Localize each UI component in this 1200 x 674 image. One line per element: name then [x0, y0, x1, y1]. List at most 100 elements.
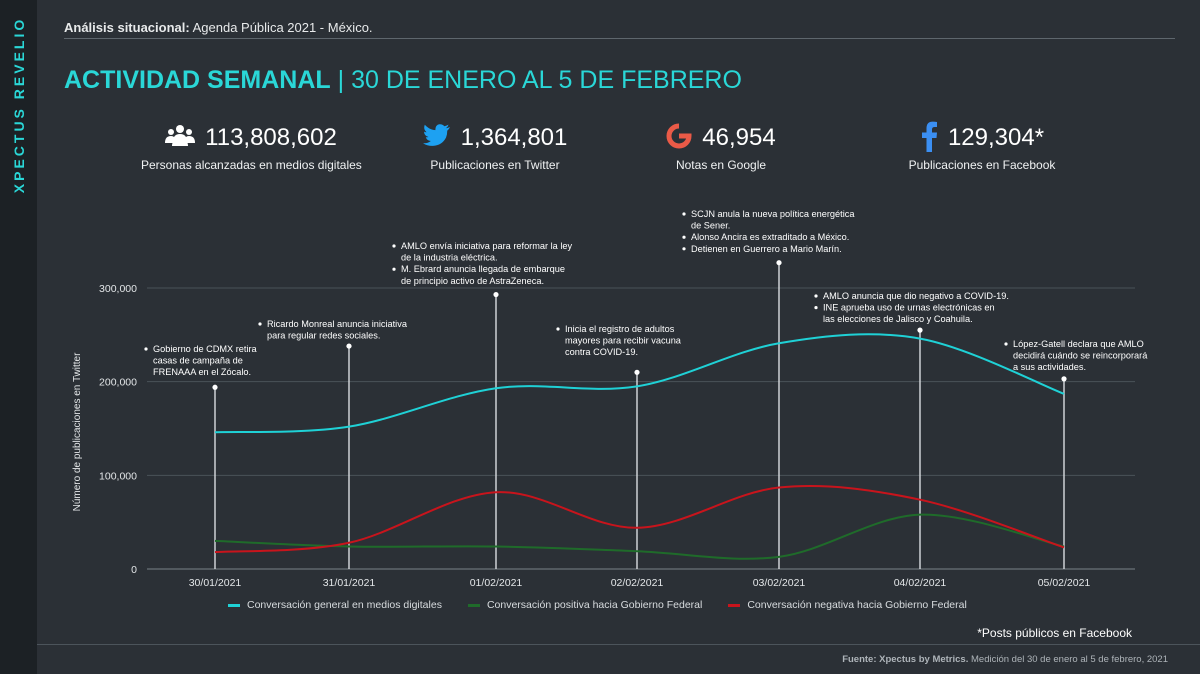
x-tick-label: 30/01/2021: [189, 577, 242, 589]
annotation-bullet: [682, 247, 686, 251]
annotation-line: López-Gatell declara que AMLO: [1013, 339, 1144, 349]
annotation-4: Inicia el registro de adultos mayores par…: [556, 324, 682, 357]
source-bold: Fuente: Xpectus by Metrics.: [842, 654, 969, 665]
annotation-line: AMLO anuncia que dio negativo a COVID-19…: [823, 291, 1009, 301]
legend-item-negative: Conversación negativa hacia Gobierno Fed…: [728, 599, 967, 611]
event-marker: [212, 384, 218, 390]
annotation-bullet: [682, 212, 686, 216]
stat-google-label: Notas en Google: [675, 158, 767, 172]
series-line-general: [214, 333, 1065, 434]
annotation-bullet: [258, 322, 262, 326]
annotation-line: Gobierno de CDMX retira: [153, 344, 258, 354]
series-line-positive: [214, 513, 1065, 560]
stat-facebook: 129,304* Publicaciones en Facebook: [902, 121, 1062, 172]
annotation-line: de la industria eléctrica.: [401, 253, 498, 263]
header-bold: Análisis situacional:: [64, 20, 190, 35]
annotation-line: SCJN anula la nueva política energética: [691, 209, 855, 219]
footer-divider: [37, 644, 1200, 645]
annotation-line: contra COVID-19.: [565, 347, 638, 357]
event-marker: [346, 343, 352, 349]
event-marker: [634, 369, 640, 375]
legend-swatch-positive: [467, 603, 480, 607]
source-rest: Medición del 30 de enero al 5 de febrero…: [968, 654, 1168, 665]
stat-google-value: 46,954: [702, 124, 776, 151]
annotation-line: a sus actividades.: [1013, 362, 1086, 372]
annotation-3: AMLO envía iniciativa para reformar la l…: [392, 241, 572, 286]
facebook-icon: [920, 120, 938, 157]
annotation-line: de Sener.: [691, 221, 730, 231]
annotation-line: Detienen en Guerrero a Mario Marín.: [691, 244, 842, 254]
title-separator: |: [330, 66, 352, 94]
annotation-line: Inicia el registro de adultos: [565, 324, 675, 334]
annotation-bullet: [814, 294, 818, 298]
stat-facebook-value: 129,304*: [947, 124, 1045, 151]
annotation-line: decidirá cuándo se reincorporará: [1013, 351, 1148, 361]
legend-label-negative: Conversación negativa hacia Gobierno Fed…: [747, 599, 967, 611]
x-tick-label: 05/02/2021: [1038, 577, 1091, 589]
y-axis-label: Número de publicaciones en Twitter: [72, 352, 83, 511]
annotation-line: casas de campaña de: [153, 356, 243, 366]
stat-reach: 113,808,602 Personas alcanzadas en medio…: [141, 121, 362, 172]
annotation-line: mayores para recibir vacuna: [565, 336, 682, 346]
y-tick-label: 0: [131, 564, 137, 576]
stat-google: 46,954 Notas en Google: [656, 121, 786, 172]
annotation-bullet: [556, 327, 560, 331]
annotation-line: de principio activo de AstraZeneca.: [401, 276, 544, 286]
header-rest: Agenda Pública 2021 - México.: [189, 20, 373, 35]
x-tick-label: 31/01/2021: [323, 577, 376, 589]
annotation-bullet: [682, 235, 686, 239]
annotation-bullet: [144, 347, 148, 351]
people-icon: [165, 124, 196, 153]
legend-label-general: Conversación general en medios digitales: [247, 599, 442, 611]
legend-swatch-negative: [728, 603, 741, 607]
annotation-line: Ricardo Monreal anuncia iniciativa: [267, 319, 408, 329]
annotation-line: AMLO envía iniciativa para reformar la l…: [401, 241, 572, 251]
annotation-line: para regular redes sociales.: [267, 331, 380, 341]
stat-twitter: 1,364,801 Publicaciones en Twitter: [410, 121, 580, 172]
annotation-line: las elecciones de Jalisco y Coahuila.: [823, 314, 973, 324]
twitter-icon: [422, 123, 451, 153]
stat-twitter-label: Publicaciones en Twitter: [430, 158, 560, 172]
x-tick-label: 01/02/2021: [470, 577, 523, 589]
chart-series: [214, 333, 1065, 560]
source-note: Fuente: Xpectus by Metrics. Medición del…: [842, 654, 1168, 665]
event-marker: [917, 327, 923, 333]
annotation-5: SCJN anula la nueva política energética d…: [682, 209, 855, 254]
event-marker: [493, 291, 499, 298]
stat-reach-label: Personas alcanzadas en medios digitales: [141, 158, 362, 172]
annotation-1: Gobierno de CDMX retira casas de campaña …: [144, 344, 258, 377]
title-bold: ACTIVIDAD SEMANAL: [64, 66, 331, 94]
stat-facebook-label: Publicaciones en Facebook: [908, 158, 1056, 172]
x-tick-label: 04/02/2021: [894, 577, 947, 589]
annotation-6: AMLO anuncia que dio negativo a COVID-19…: [814, 291, 1009, 324]
title-rest: 30 DE ENERO AL 5 DE FEBRERO: [351, 66, 742, 94]
annotation-bullet: [392, 267, 396, 271]
annotation-7: López-Gatell declara que AMLO decidirá cu…: [1004, 339, 1148, 372]
y-tick-label: 300,000: [99, 283, 137, 295]
chart-legend: Conversación general en medios digitales…: [228, 599, 967, 611]
chart-grid: [147, 287, 1135, 570]
annotation-bullet: [1004, 342, 1008, 346]
stat-reach-value: 113,808,602: [205, 124, 337, 151]
stat-twitter-value: 1,364,801: [460, 124, 568, 151]
y-tick-label: 100,000: [99, 470, 137, 482]
legend-swatch-general: [228, 603, 240, 607]
facebook-footnote: *Posts públicos en Facebook: [977, 626, 1132, 640]
header-divider: [64, 38, 1175, 39]
event-marker: [1061, 376, 1067, 382]
legend-item-positive: Conversación positiva hacia Gobierno Fed…: [467, 599, 703, 611]
x-tick-label: 02/02/2021: [611, 577, 664, 589]
legend-item-general: Conversación general en medios digitales: [228, 599, 442, 611]
annotation-bullet: [814, 306, 818, 310]
chart-ticks: 0 100,000 200,000 300,000 30/01/2021 31/01/20…: [99, 283, 1090, 589]
annotation-line: Alonso Ancira es extraditado a México.: [691, 232, 849, 242]
page-header: Análisis situacional: Agenda Pública 202…: [64, 20, 373, 35]
y-tick-label: 200,000: [99, 377, 137, 389]
event-lines: [212, 260, 1067, 569]
google-icon: [666, 123, 692, 154]
annotation-bullet: [392, 244, 396, 248]
x-tick-label: 03/02/2021: [753, 577, 806, 589]
chart-annotations: Gobierno de CDMX retira casas de campaña …: [144, 209, 1148, 377]
legend-label-positive: Conversación positiva hacia Gobierno Fed…: [486, 599, 703, 611]
